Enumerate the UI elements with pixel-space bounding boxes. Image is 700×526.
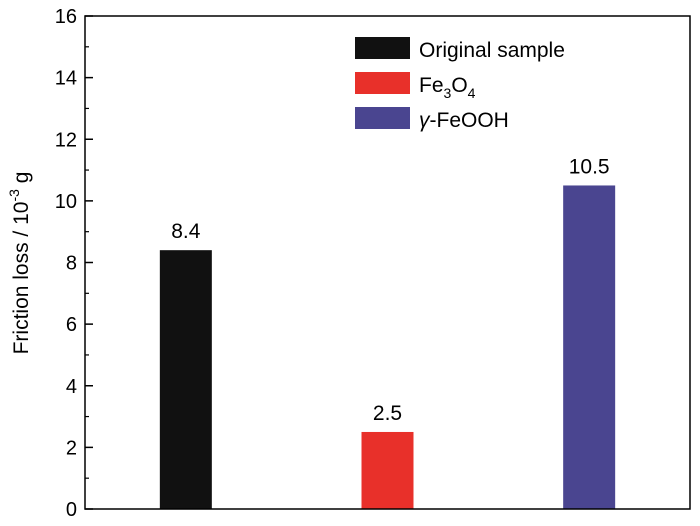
bar-data-label: 10.5 — [569, 155, 610, 178]
y-tick-label: 6 — [66, 314, 77, 336]
bar — [159, 250, 212, 510]
plot-frame — [84, 15, 691, 510]
bar-data-label: 2.5 — [373, 402, 402, 425]
y-axis-label-exponent: -3 — [6, 189, 22, 202]
y-tick-label: 4 — [66, 376, 77, 398]
bar — [563, 185, 616, 509]
bar-data-label: 8.4 — [171, 220, 201, 243]
y-tick-label: 2 — [66, 437, 77, 459]
y-axis-label: Friction loss / 10-3 g — [6, 172, 33, 355]
legend-swatch — [355, 107, 410, 129]
y-axis-label-prefix: Friction loss / 10 — [10, 202, 33, 355]
legend-label: Fe3O4 — [419, 74, 476, 101]
y-tick-label: 14 — [55, 68, 77, 90]
legend-swatch — [355, 72, 410, 94]
y-tick-label: 12 — [55, 129, 77, 151]
y-tick-label: 8 — [66, 253, 77, 275]
legend-label: γ-FeOOH — [419, 109, 509, 132]
y-tick-label: 16 — [55, 6, 77, 28]
y-axis-label-group: Friction loss / 10-3 g — [6, 172, 33, 355]
legend-label: Original sample — [419, 39, 565, 62]
y-tick-label: 10 — [55, 191, 77, 213]
bar — [361, 431, 414, 509]
legend-swatch — [355, 37, 410, 59]
y-tick-label: 0 — [66, 499, 77, 521]
y-axis-label-suffix: g — [10, 172, 33, 190]
